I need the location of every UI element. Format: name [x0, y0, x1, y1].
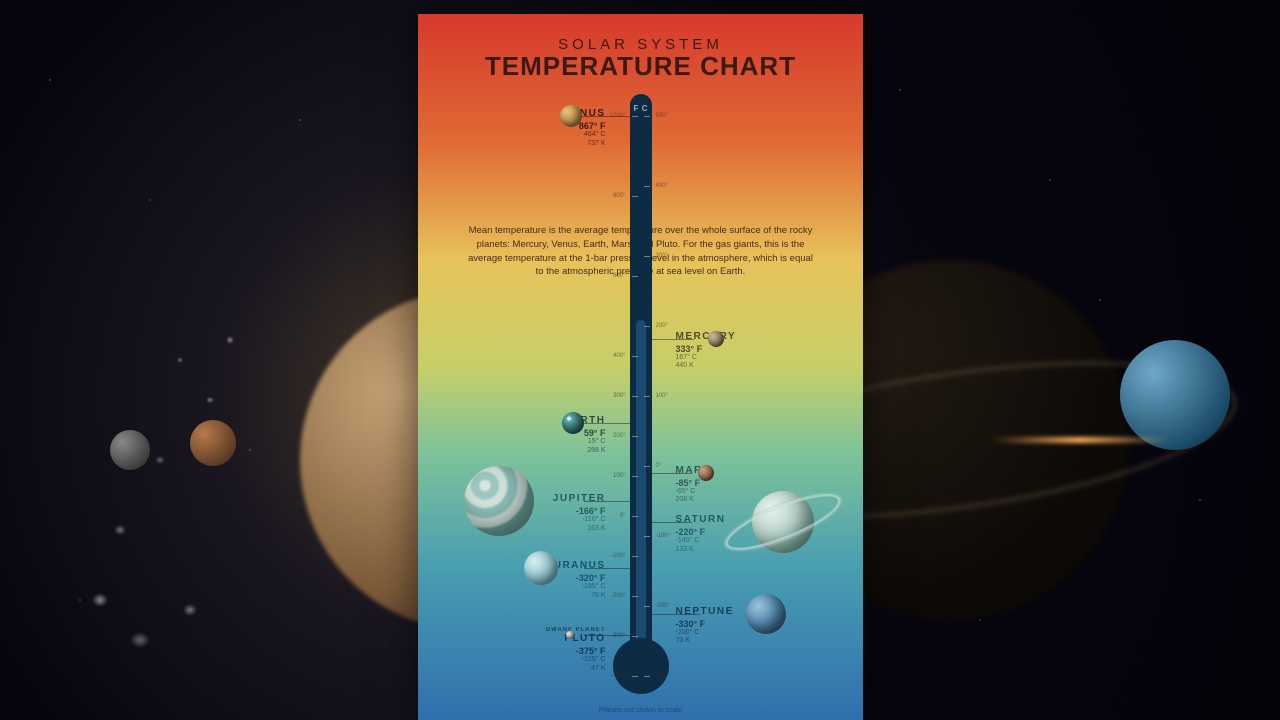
- uranus-icon: [524, 551, 558, 585]
- planet-name: URANUS: [554, 560, 606, 571]
- tick-label: 400°: [613, 353, 625, 359]
- connector-line: [584, 568, 630, 569]
- temp-f: -166° F: [553, 506, 606, 516]
- temp-k: 440 K: [676, 362, 737, 370]
- venus-icon: [560, 105, 582, 127]
- bg-asteroids-icon: [60, 300, 320, 680]
- footer-note: Planets not shown to scale: [418, 707, 863, 714]
- tick-label: 300°: [656, 253, 668, 259]
- title-big: TEMPERATURE CHART: [418, 51, 863, 82]
- thermometer-icon: F C 1000°800°600°400°300°200°100°0°-100°…: [630, 94, 652, 690]
- temp-f: -320° F: [554, 573, 606, 583]
- tick-label: -200°: [611, 593, 625, 599]
- temp-c: -65° C: [676, 488, 711, 496]
- planet-name: SATURN: [676, 514, 726, 525]
- tick-label: 100°: [613, 473, 625, 479]
- thermometer-mercury: [636, 320, 646, 690]
- tick-label: 200°: [613, 433, 625, 439]
- tick-label: -300°: [656, 673, 670, 679]
- bg-neptune-icon: [1120, 340, 1230, 450]
- planet-entry-pluto: DWARF PLANETPLUTO-375° F-225° C47 K: [546, 627, 606, 673]
- tick-label: 0°: [620, 513, 626, 519]
- temp-k: 78 K: [554, 592, 606, 600]
- temp-c: 464° C: [564, 131, 606, 139]
- temp-f: 333° F: [676, 344, 737, 354]
- tick-label: 100°: [656, 393, 668, 399]
- temp-c: 167° C: [676, 354, 737, 362]
- temp-k: 737 K: [564, 140, 606, 148]
- temp-k: 163 K: [553, 525, 606, 533]
- planet-name: MERCURY: [676, 331, 737, 342]
- connector-line: [652, 522, 692, 523]
- pluto-icon: [566, 631, 574, 639]
- planet-entry-mercury: MERCURY 333° F167° C440 K: [676, 331, 737, 371]
- connector-line: [584, 423, 630, 424]
- temp-c: -225° C: [546, 656, 606, 664]
- temp-c: 15° C: [564, 438, 606, 446]
- neptune-icon: [746, 594, 786, 634]
- temp-k: 73 K: [676, 637, 734, 645]
- connector-line: [652, 473, 692, 474]
- tick-label: -400°: [611, 673, 625, 679]
- tick-label: -100°: [611, 553, 625, 559]
- planet-entry-neptune: NEPTUNE -330° F-200° C73 K: [676, 606, 734, 646]
- planet-entry-uranus: URANUS -320° F-195° C78 K: [554, 560, 606, 600]
- connector-line: [584, 635, 630, 636]
- tick-label: 500°: [656, 113, 668, 119]
- tick-label: 600°: [613, 273, 625, 279]
- planet-subtitle: DWARF PLANET: [546, 627, 606, 633]
- planet-entry-saturn: SATURN -220° F-140° C133 K: [676, 514, 726, 554]
- poster-title: SOLAR SYSTEM TEMPERATURE CHART: [418, 36, 863, 82]
- planet-entry-jupiter: JUPITER -166° F-110° C163 K: [553, 493, 606, 533]
- temp-f: -330° F: [676, 619, 734, 629]
- jupiter-icon: [464, 466, 534, 536]
- temp-c: -110° C: [553, 516, 606, 524]
- temp-k: 288 K: [564, 447, 606, 455]
- connector-line: [584, 501, 630, 502]
- planet-name: JUPITER: [553, 493, 606, 504]
- tick-label: 200°: [656, 323, 668, 329]
- temp-f: -375° F: [546, 646, 606, 656]
- temp-c: -140° C: [676, 537, 726, 545]
- temp-k: 47 K: [546, 665, 606, 673]
- earth-icon: [562, 412, 584, 434]
- mercury-icon: [708, 331, 724, 347]
- connector-line: [652, 339, 694, 340]
- mars-icon: [698, 465, 714, 481]
- tick-label: 800°: [613, 193, 625, 199]
- temp-c: -195° C: [554, 583, 606, 591]
- unit-label-f: F: [634, 104, 639, 113]
- bg-lens-flare-icon: [990, 437, 1170, 443]
- connector-line: [652, 614, 700, 615]
- temp-k: 133 K: [676, 546, 726, 554]
- tick-label: 400°: [656, 183, 668, 189]
- tick-label: 300°: [613, 393, 625, 399]
- thermometer-bulb-icon: [613, 638, 669, 694]
- tick-label: -200°: [656, 603, 670, 609]
- tick-label: 0°: [656, 463, 662, 469]
- planet-name: NEPTUNE: [676, 606, 734, 617]
- tick-label: -100°: [656, 533, 670, 539]
- temperature-chart-poster: SOLAR SYSTEM TEMPERATURE CHART Mean temp…: [418, 14, 863, 720]
- temp-c: -200° C: [676, 629, 734, 637]
- temp-k: 208 K: [676, 496, 711, 504]
- temp-f: -220° F: [676, 527, 726, 537]
- unit-label-c: C: [642, 104, 648, 113]
